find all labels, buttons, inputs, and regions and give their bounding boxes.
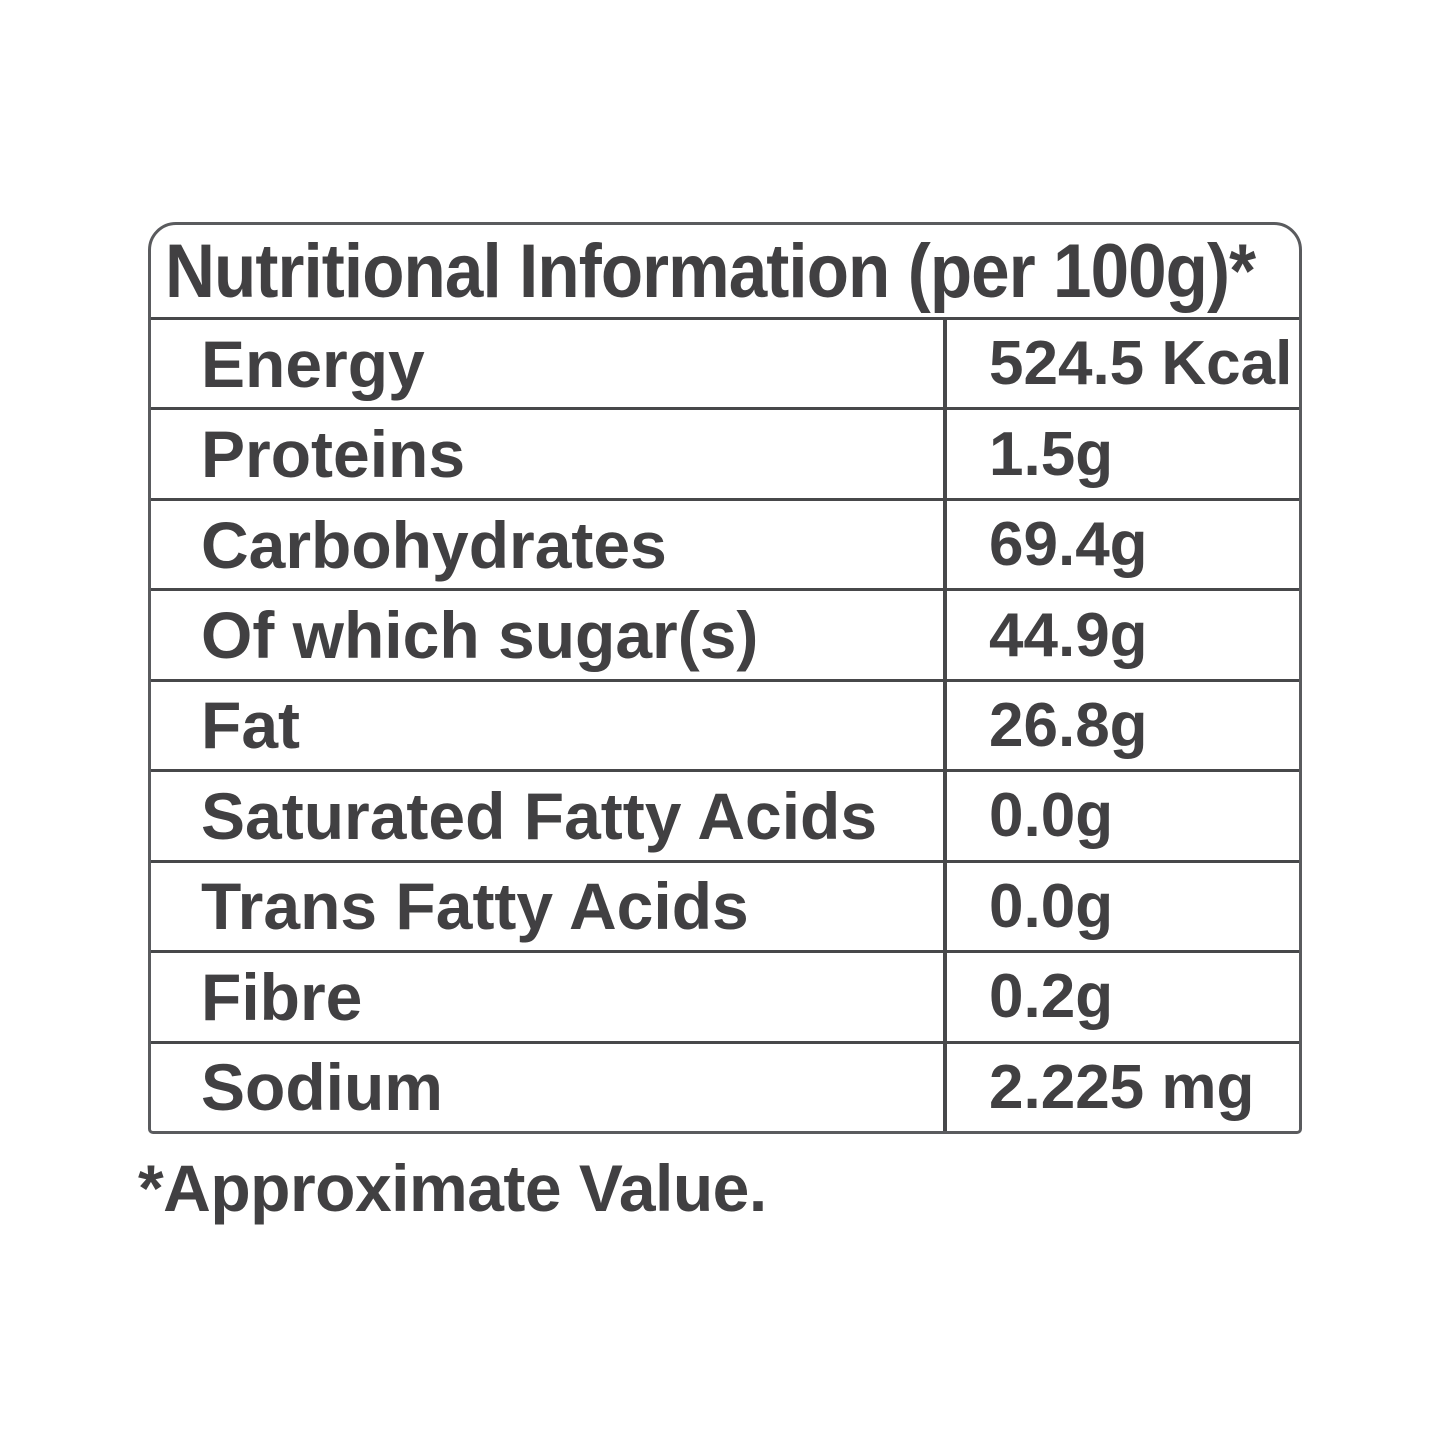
nutrient-label: Sodium	[201, 1050, 443, 1125]
nutrient-value: 2.225 mg	[943, 1043, 1299, 1131]
approximate-value-note: *Approximate Value.	[138, 1151, 767, 1225]
nutrient-value: 26.8g	[943, 681, 1299, 770]
nutrient-label: Fat	[201, 688, 300, 763]
nutrition-facts-table: Nutritional Information (per 100g)* Ener…	[148, 222, 1302, 1134]
table-row: Energy 524.5 Kcal	[151, 320, 1299, 411]
table-row: Fat 26.8g	[151, 681, 1299, 773]
nutrient-value: 69.4g	[943, 500, 1299, 589]
nutrient-value: 0.0g	[943, 772, 1299, 860]
nutrient-label: Trans Fatty Acids	[201, 869, 749, 944]
table-row: Carbohydrates 69.4g	[151, 500, 1299, 592]
table-row: Trans Fatty Acids 0.0g	[151, 862, 1299, 954]
nutrient-label: Fibre	[201, 959, 363, 1034]
nutrient-label: Carbohydrates	[201, 507, 667, 582]
nutrient-value: 0.0g	[943, 862, 1299, 951]
nutrient-label: Proteins	[201, 417, 466, 492]
table-header-row: Nutritional Information (per 100g)*	[151, 225, 1299, 320]
nutrient-label: Of which sugar(s)	[201, 598, 759, 673]
table-title: Nutritional Information (per 100g)*	[165, 228, 1256, 314]
nutrient-value: 1.5g	[943, 410, 1299, 498]
table-row: Fibre 0.2g	[151, 953, 1299, 1044]
nutrient-value: 524.5 Kcal	[943, 320, 1299, 408]
table-row: Saturated Fatty Acids 0.0g	[151, 772, 1299, 863]
nutrient-label: Saturated Fatty Acids	[201, 778, 878, 853]
nutrient-value: 44.9g	[943, 591, 1299, 679]
nutrient-value: 0.2g	[943, 953, 1299, 1041]
table-row: Sodium 2.225 mg	[151, 1043, 1299, 1131]
nutrient-label: Energy	[201, 326, 425, 401]
table-row: Of which sugar(s) 44.9g	[151, 591, 1299, 682]
table-row: Proteins 1.5g	[151, 410, 1299, 501]
